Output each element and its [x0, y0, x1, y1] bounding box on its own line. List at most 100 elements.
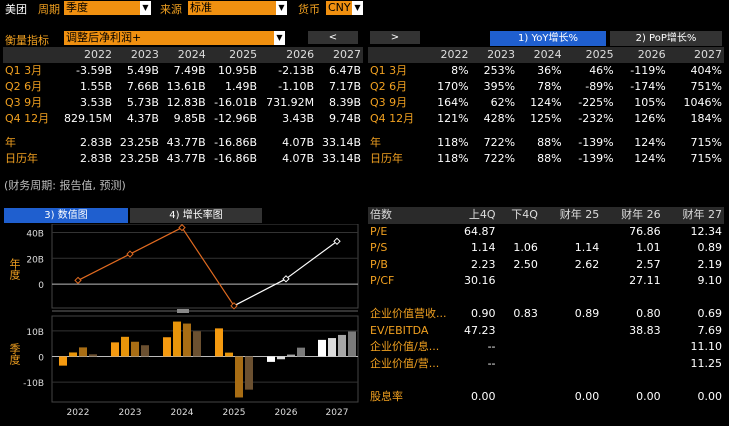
tab-pop-growth[interactable]: 2) PoP增长% — [610, 31, 722, 46]
cell: 2.62 — [574, 257, 600, 271]
bar — [267, 356, 275, 362]
x-tick-label: 2023 — [119, 408, 142, 418]
chevron-down-icon[interactable]: ▼ — [352, 1, 363, 15]
period-dropdown[interactable]: 季度 — [64, 1, 140, 15]
cell: 1.55B — [79, 80, 113, 93]
cell: 1.01 — [636, 241, 661, 254]
table-row[interactable]: P/CF 30.16 27.11 9.10 — [368, 273, 724, 290]
chevron-down-icon[interactable]: ▼ — [274, 31, 285, 45]
next-button[interactable]: > — [370, 31, 420, 44]
table-row[interactable]: Q1 3月 -3.59B 5.49B 7.49B 10.95B -2.13B 6… — [3, 63, 363, 79]
bar — [79, 347, 87, 357]
year-header: 2027 — [667, 47, 724, 63]
cell: 62% — [490, 96, 516, 109]
table-row[interactable]: Q3 9月 3.53B 5.73B 12.83B -16.01B 731.92M… — [3, 95, 363, 111]
cell: 170% — [437, 80, 469, 93]
cell: 184% — [690, 112, 722, 125]
metric-dropdown[interactable]: 调整后净利润+ — [64, 31, 274, 45]
cell: 1046% — [683, 96, 722, 109]
cell: 11.10 — [690, 340, 723, 353]
cell: 0.00 — [636, 389, 661, 403]
cell: -16.86B — [214, 136, 258, 149]
currency-dropdown[interactable]: CNY — [326, 1, 352, 15]
cell — [540, 224, 601, 241]
table-row[interactable]: Q1 3月 8% 253% 36% 46% -119% 404% — [368, 63, 724, 79]
cell: 46% — [589, 64, 614, 77]
table-row[interactable]: P/B 2.23 2.50 2.62 2.57 2.19 — [368, 257, 724, 274]
cell: 395% — [483, 80, 516, 93]
x-tick-label: 2025 — [223, 408, 246, 418]
bar — [245, 356, 253, 390]
cell: 7.49B — [173, 64, 206, 77]
cell: 5.49B — [126, 64, 159, 77]
cell: 2.19 — [697, 257, 723, 271]
table-row[interactable] — [368, 372, 724, 389]
data-point — [230, 302, 238, 310]
table-row[interactable]: P/S 1.14 1.06 1.14 1.01 0.89 — [368, 240, 724, 257]
table-row[interactable]: Q4 12月 121% 428% 125% -232% 126% 184% — [368, 111, 724, 127]
chevron-down-icon[interactable]: ▼ — [276, 1, 287, 15]
row-label — [368, 290, 448, 307]
y-tick-label: 10B — [26, 328, 44, 338]
cell — [498, 273, 540, 290]
table-row[interactable]: 日历年 118% 722% 88% -139% 124% 715% — [368, 151, 724, 167]
cell — [498, 224, 540, 241]
bar — [215, 328, 223, 357]
year-header: 2022 — [424, 47, 471, 63]
table-row[interactable]: 企业价值/营... -- 11.25 — [368, 356, 724, 373]
cell: 731.92M — [266, 96, 315, 109]
cell: 118% — [437, 152, 469, 165]
table-row[interactable]: Q2 6月 1.55B 7.66B 13.61B 1.49B -1.10B 7.… — [3, 79, 363, 95]
cell: 12.34 — [690, 224, 723, 238]
app-title: 美团 — [5, 3, 27, 16]
cell: 124% — [530, 96, 562, 109]
cell: 43.77B — [166, 152, 206, 165]
cell: -89% — [585, 80, 614, 93]
tab-yoy-growth[interactable]: 1) YoY增长% — [490, 31, 606, 46]
x-tick-label: 2022 — [67, 408, 90, 418]
cell: 2.83B — [79, 152, 113, 165]
table-row[interactable]: Q3 9月 164% 62% 124% -225% 105% 1046% — [368, 95, 724, 111]
bar — [193, 331, 201, 357]
cell: 164% — [437, 96, 469, 109]
chevron-down-icon[interactable]: ▼ — [140, 1, 151, 15]
col-header: 财年 26 — [601, 207, 663, 224]
bar — [287, 354, 295, 357]
row-label: P/CF — [370, 274, 395, 287]
y-tick-label: -10B — [23, 379, 44, 389]
source-dropdown[interactable]: 标准 — [188, 1, 276, 15]
year-header: 2024 — [517, 47, 564, 63]
cell: -16.01B — [214, 96, 258, 109]
cell: 2.57 — [636, 257, 661, 271]
table-row[interactable]: 企业价值营收... 0.90 0.83 0.89 0.80 0.69 — [368, 306, 724, 323]
table-row[interactable]: 年 118% 722% 88% -139% 124% 715% — [368, 135, 724, 151]
cell: 23.25B — [119, 152, 159, 165]
x-tick-label: 2027 — [326, 408, 349, 418]
table-row[interactable]: Q4 12月 829.15M 4.37B 9.85B -12.96B 3.43B… — [3, 111, 363, 127]
x-tick-label: 2024 — [171, 408, 194, 418]
table-row[interactable]: 年 2.83B 23.25B 43.77B -16.86B 4.07B 33.1… — [3, 135, 363, 151]
cell: 105% — [634, 96, 666, 109]
cell: -119% — [630, 64, 666, 77]
table-row[interactable]: 企业价值/息... -- 11.10 — [368, 339, 724, 356]
tab-growth-chart[interactable]: 4) 增长率图 — [130, 208, 262, 223]
y-tick-label: 0 — [38, 281, 44, 291]
table-row[interactable]: 日历年 2.83B 23.25B 43.77B -16.86B 4.07B 33… — [3, 151, 363, 167]
cell — [498, 290, 540, 307]
table-row[interactable]: 股息率 0.00 0.00 0.00 0.00 — [368, 389, 724, 406]
prev-button[interactable]: < — [308, 31, 358, 44]
table-row[interactable]: EV/EBITDA 47.23 38.83 7.69 — [368, 323, 724, 340]
line-segment — [285, 240, 338, 280]
table-row[interactable] — [368, 290, 724, 307]
cell: -16.86B — [214, 152, 258, 165]
cell: 88% — [537, 152, 562, 165]
cell — [540, 372, 601, 389]
table-row[interactable]: Q2 6月 170% 395% 78% -89% -174% 751% — [368, 79, 724, 95]
tab-values-chart[interactable]: 3) 数值图 — [4, 208, 128, 223]
cell: 0.69 — [697, 307, 723, 320]
table-row[interactable]: P/E 64.87 76.86 12.34 — [368, 224, 724, 241]
cell: 27.11 — [629, 274, 661, 287]
bar — [277, 356, 285, 360]
fiscal-note: (财务周期: 报告值, 预测) — [4, 179, 126, 192]
col-header: 倍数 — [368, 207, 448, 224]
